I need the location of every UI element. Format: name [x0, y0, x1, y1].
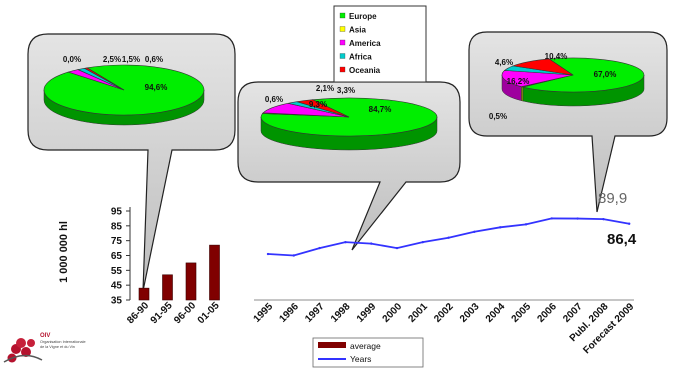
- pie-slice-europe: [522, 57, 645, 93]
- year-tick-label: 1999: [355, 301, 379, 325]
- line-point-9: [499, 226, 502, 229]
- legend-label-oceania: Oceania: [349, 66, 381, 75]
- y-tick-label: 85: [111, 221, 123, 232]
- pie-slice-oceania: [83, 67, 125, 91]
- line-annotations: 89,9 86,4: [598, 190, 637, 248]
- y-tick-label: 65: [111, 251, 123, 262]
- line-point-1: [292, 254, 295, 257]
- line-point-0: [266, 252, 270, 256]
- pie-slice-oceania: [296, 99, 350, 118]
- year-tick-label: 2002: [432, 301, 456, 325]
- line-point-13: [602, 217, 605, 221]
- legend-label-asia: Asia: [349, 26, 366, 35]
- line-point-7: [447, 236, 450, 239]
- legend-label-europe: Europe: [349, 12, 377, 21]
- pie-label-asia: 0,5%: [489, 112, 507, 121]
- pie-label-europe: 67,0%: [594, 70, 617, 79]
- pie-chart-recent: 67,0% 0,5% 16,2% 4,6% 10,4%: [489, 52, 645, 121]
- y-axis-label: 1 000 000 hl: [58, 221, 70, 283]
- line-point-8: [473, 230, 476, 233]
- pie-label-africa: 2,1%: [316, 84, 334, 93]
- pie-label-asia: 0,6%: [265, 95, 283, 104]
- year-tick-label: 1995: [252, 301, 276, 325]
- pie-chart-mid: 84,7% 0,6% 9,3% 2,1% 3,3%: [260, 84, 438, 151]
- line-point-2: [318, 246, 321, 250]
- line-point-10: [524, 223, 528, 226]
- y-tick-label: 35: [111, 296, 123, 307]
- year-tick-label: 2003: [458, 301, 482, 325]
- pie-label-africa: 1,5%: [122, 55, 140, 64]
- logo-initials: OIV: [40, 333, 50, 339]
- annotation-2007-value: 89,9: [598, 190, 627, 207]
- year-tick-label: 2001: [406, 301, 430, 325]
- year-tick-label: 2005: [510, 301, 534, 325]
- bar-category-label: 86-90: [125, 300, 151, 326]
- line-point-12: [576, 217, 579, 220]
- bar-96-00: [185, 262, 197, 301]
- bar-01-05: [209, 244, 220, 301]
- y-tick-label: 45: [111, 281, 123, 292]
- year-tick-label: 2006: [535, 301, 559, 325]
- line-point-5: [395, 246, 399, 250]
- region-legend: Europe Asia America Africa Oceania: [333, 5, 427, 83]
- pie-slice-oceania: [511, 58, 574, 76]
- pie-label-america: 9,3%: [309, 100, 327, 109]
- year-tick-label: 2000: [381, 301, 405, 325]
- years-line-series: [266, 217, 631, 257]
- pie-label-asia: 0,0%: [63, 55, 81, 64]
- year-tick-label: 1996: [277, 301, 301, 325]
- legend-label-africa: Africa: [349, 53, 372, 62]
- pie-label-oceania: 3,3%: [337, 86, 355, 95]
- pie-label-oceania: 10,4%: [545, 52, 568, 61]
- bar-91-95: [162, 274, 173, 301]
- bar-category-label: 96-00: [172, 300, 198, 326]
- legend-swatch-europe: [339, 12, 346, 19]
- logo-text-line: de la Vigne et du Vin: [40, 345, 75, 349]
- y-tick-label: 55: [111, 266, 123, 277]
- average-bars: [138, 244, 220, 301]
- pie-label-america: 16,2%: [507, 77, 530, 86]
- y-tick-label: 95: [111, 207, 123, 218]
- year-tick-label: 2004: [484, 301, 508, 325]
- line-point-14: [628, 222, 631, 225]
- line-point-11: [550, 217, 553, 220]
- pie-slice-america: [501, 70, 574, 87]
- bar-category-label: 91-95: [149, 300, 175, 326]
- line-point-4: [370, 242, 373, 245]
- line-point-6: [421, 240, 424, 244]
- bar-86-90: [138, 287, 150, 301]
- pie-label-oceania: 0,6%: [145, 55, 163, 64]
- pie-chart-1986-1990: 94,6% 0,0% 2,5% 1,5% 0,6%: [43, 55, 205, 126]
- legend-swatch-average: [318, 342, 346, 348]
- bar-category-label: 01-05: [196, 300, 222, 326]
- legend-label-america: America: [349, 39, 381, 48]
- line-point-3: [344, 240, 347, 244]
- legend-swatch-africa: [339, 53, 346, 59]
- y-tick-label: 75: [111, 236, 123, 247]
- legend-swatch-asia: [339, 26, 346, 32]
- pie-label-africa: 4,6%: [495, 58, 513, 67]
- legend-swatch-america: [339, 39, 346, 46]
- y-axis: 35 45 55 65 75 85 95: [111, 207, 131, 307]
- legend-label-years: Years: [350, 354, 371, 364]
- series-legend: average Years: [312, 337, 424, 368]
- year-tick-label: 1998: [329, 301, 353, 325]
- pie-label-europe: 84,7%: [369, 105, 392, 114]
- logo-text-line: Organisation Internationale: [40, 340, 86, 344]
- year-tick-labels: 1995 1996 1997 1998 1999 2000 2001 2002 2003 2004…: [252, 301, 637, 356]
- pie-label-america: 2,5%: [103, 55, 121, 64]
- annotation-2009-value: 86,4: [607, 231, 637, 248]
- year-tick-label: 1997: [303, 301, 327, 325]
- legend-swatch-oceania: [339, 66, 346, 73]
- pie-label-europe: 94,6%: [145, 83, 168, 92]
- legend-label-average: average: [350, 341, 381, 351]
